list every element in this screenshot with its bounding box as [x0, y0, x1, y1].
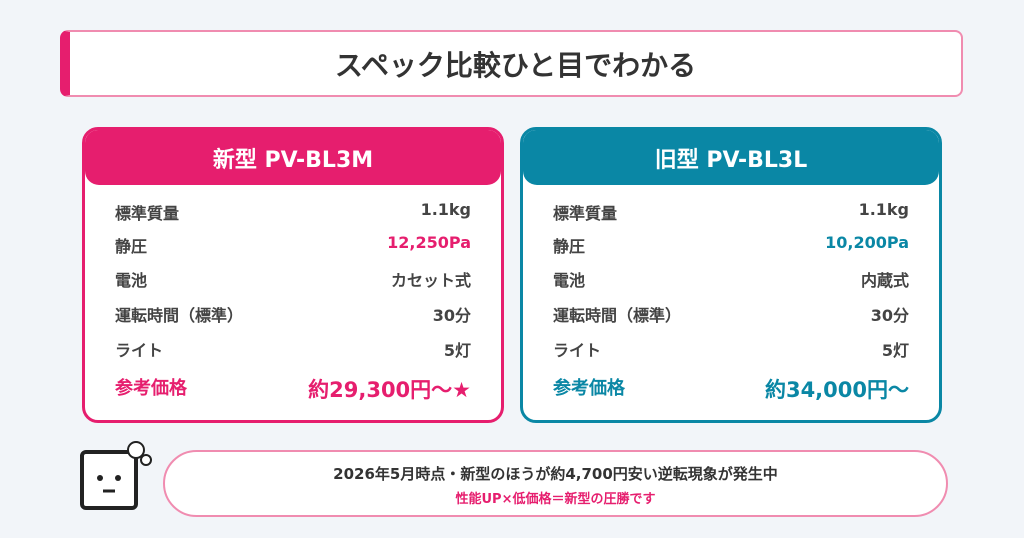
- price-label: 参考価格: [553, 378, 625, 399]
- spec-value: 内蔵式: [860, 271, 909, 290]
- spec-label: 電池: [115, 271, 148, 290]
- spec-row: 標準質量 1.1kg: [553, 200, 909, 224]
- header-title: スペック比較ひと目でわかる: [60, 30, 963, 97]
- spec-label: 運転時間（標準）: [115, 306, 244, 325]
- spec-row: 運転時間（標準） 30分: [115, 302, 471, 326]
- price-row: 参考価格 約34,000円〜: [553, 374, 909, 404]
- spec-value: 5灯: [443, 341, 471, 360]
- spec-value: 1.1kg: [858, 200, 909, 219]
- spec-row: 運転時間（標準） 30分: [553, 302, 909, 326]
- spec-value: 30分: [432, 306, 471, 325]
- spec-label: ライト: [115, 341, 164, 360]
- spec-value: 12,250Pa: [387, 233, 471, 252]
- card-title: 新型 PV-BL3M: [85, 130, 501, 185]
- spec-value: 1.1kg: [420, 200, 471, 219]
- spec-row: 静圧 10,200Pa: [553, 233, 909, 257]
- spec-value: 30分: [870, 306, 909, 325]
- spec-value: カセット式: [390, 271, 471, 290]
- card-title: 旧型 PV-BL3L: [523, 130, 939, 185]
- price-label: 参考価格: [115, 378, 187, 399]
- spec-label: 静圧: [115, 237, 148, 256]
- spec-row: 電池 カセット式: [115, 267, 471, 291]
- spec-label: 電池: [553, 271, 586, 290]
- price-row: 参考価格 約29,300円〜★: [115, 374, 471, 404]
- spec-value: 10,200Pa: [825, 233, 909, 252]
- price-value: 約29,300円〜★: [308, 378, 471, 402]
- spec-row: 電池 内蔵式: [553, 267, 909, 291]
- spec-row: 標準質量 1.1kg: [115, 200, 471, 224]
- spec-row: ライト 5灯: [115, 337, 471, 361]
- note: 2026年5月時点・新型のほうが約4,700円安い逆転現象が発生中 性能UP×低…: [163, 450, 948, 517]
- spec-card: 旧型 PV-BL3L 標準質量 1.1kg 静圧 10,200Pa 電池 内蔵式運転時間（標…: [520, 127, 942, 423]
- spec-card: 新型 PV-BL3M 標準質量 1.1kg 静圧 12,250Pa 電池 カセット式運転時間…: [82, 127, 504, 423]
- note-line: 性能UP×低価格＝新型の圧勝です: [455, 492, 656, 507]
- spec-row: ライト 5灯: [553, 337, 909, 361]
- spec-label: 静圧: [553, 237, 586, 256]
- spec-label: 運転時間（標準）: [553, 306, 682, 325]
- spec-label: ライト: [553, 341, 602, 360]
- spec-row: 静圧 12,250Pa: [115, 233, 471, 257]
- icon: [80, 441, 152, 510]
- price-value: 約34,000円〜: [764, 378, 909, 402]
- spec-label: 標準質量: [553, 204, 618, 223]
- note-line: 2026年5月時点・新型のほうが約4,700円安い逆転現象が発生中: [333, 465, 778, 483]
- spec-label: 標準質量: [115, 204, 180, 223]
- spec-value: 5灯: [881, 341, 909, 360]
